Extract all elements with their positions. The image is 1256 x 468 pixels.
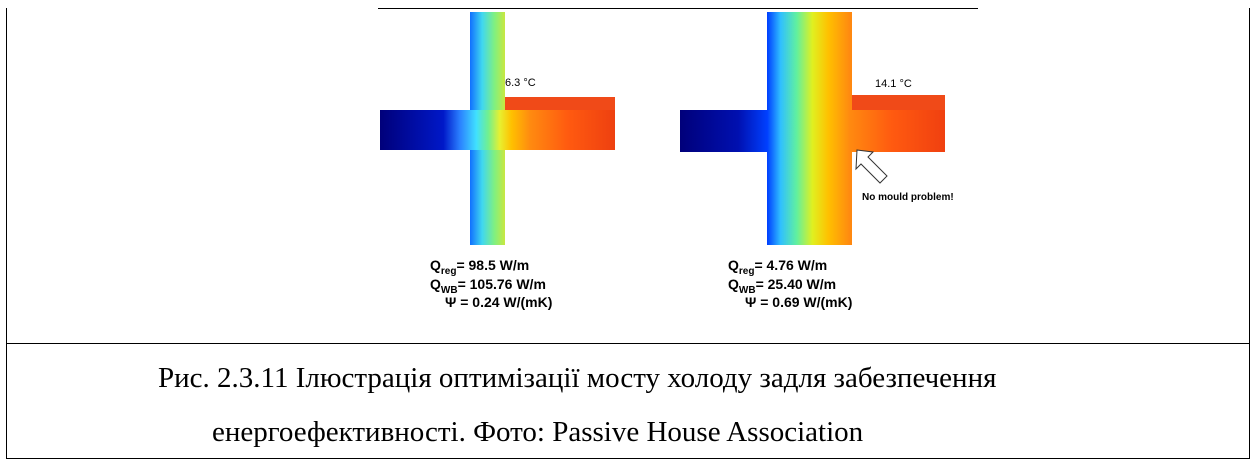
symbol: Q bbox=[430, 276, 441, 292]
symbol: Q bbox=[430, 257, 441, 273]
thermal-region bbox=[767, 12, 852, 245]
value: = 25.40 W/m bbox=[756, 276, 837, 292]
value: = 105.76 W/m bbox=[458, 276, 546, 292]
value: = 98.5 W/m bbox=[456, 257, 529, 273]
caption-line: енергоефективності. Фото: Passive House … bbox=[212, 416, 863, 449]
arrow bbox=[856, 150, 887, 183]
subscript: reg bbox=[739, 266, 755, 277]
figure: 6.3 °C 14.1 °C No mould problem! Qreg= 9… bbox=[0, 0, 1256, 345]
caption-line: Рис. 2.3.11 Ілюстрація оптимізації мосту… bbox=[158, 362, 996, 395]
thermal-region bbox=[470, 12, 505, 110]
thermal-region bbox=[380, 110, 615, 150]
value: = 4.76 W/m bbox=[754, 257, 827, 273]
formula: QWB= 105.76 W/m bbox=[430, 276, 546, 296]
note: No mould problem! bbox=[862, 192, 954, 203]
thermal-region bbox=[470, 150, 505, 245]
formula: Qreg= 4.76 W/m bbox=[728, 257, 827, 277]
subscript: reg bbox=[441, 266, 457, 277]
temperature-label: 6.3 °C bbox=[505, 77, 536, 89]
formula: Ψ = 0.24 W/(mK) bbox=[445, 294, 552, 310]
symbol: Q bbox=[728, 276, 739, 292]
temperature-label: 14.1 °C bbox=[875, 78, 912, 90]
symbol: Q bbox=[728, 257, 739, 273]
formula: Ψ = 0.69 W/(mK) bbox=[745, 294, 852, 310]
page: 6.3 °C 14.1 °C No mould problem! Qreg= 9… bbox=[0, 0, 1256, 468]
formula: Qreg= 98.5 W/m bbox=[430, 257, 529, 277]
formula: QWB= 25.40 W/m bbox=[728, 276, 836, 296]
